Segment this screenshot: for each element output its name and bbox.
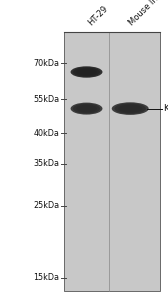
- Text: 25kDa: 25kDa: [33, 201, 60, 210]
- Ellipse shape: [118, 104, 142, 113]
- FancyBboxPatch shape: [64, 32, 160, 291]
- Text: 70kDa: 70kDa: [34, 58, 60, 68]
- Ellipse shape: [76, 68, 97, 76]
- Text: KLRB1: KLRB1: [163, 104, 168, 113]
- Text: Mouse liver: Mouse liver: [127, 0, 167, 27]
- Text: 55kDa: 55kDa: [33, 94, 60, 103]
- Ellipse shape: [73, 67, 100, 77]
- Ellipse shape: [73, 103, 100, 114]
- Text: 40kDa: 40kDa: [34, 129, 60, 138]
- Ellipse shape: [76, 105, 97, 112]
- Text: 15kDa: 15kDa: [34, 273, 60, 282]
- Text: HT-29: HT-29: [87, 4, 110, 27]
- Ellipse shape: [71, 103, 102, 115]
- Ellipse shape: [71, 66, 102, 78]
- Ellipse shape: [112, 102, 149, 115]
- Ellipse shape: [115, 103, 146, 114]
- Text: 35kDa: 35kDa: [34, 159, 60, 168]
